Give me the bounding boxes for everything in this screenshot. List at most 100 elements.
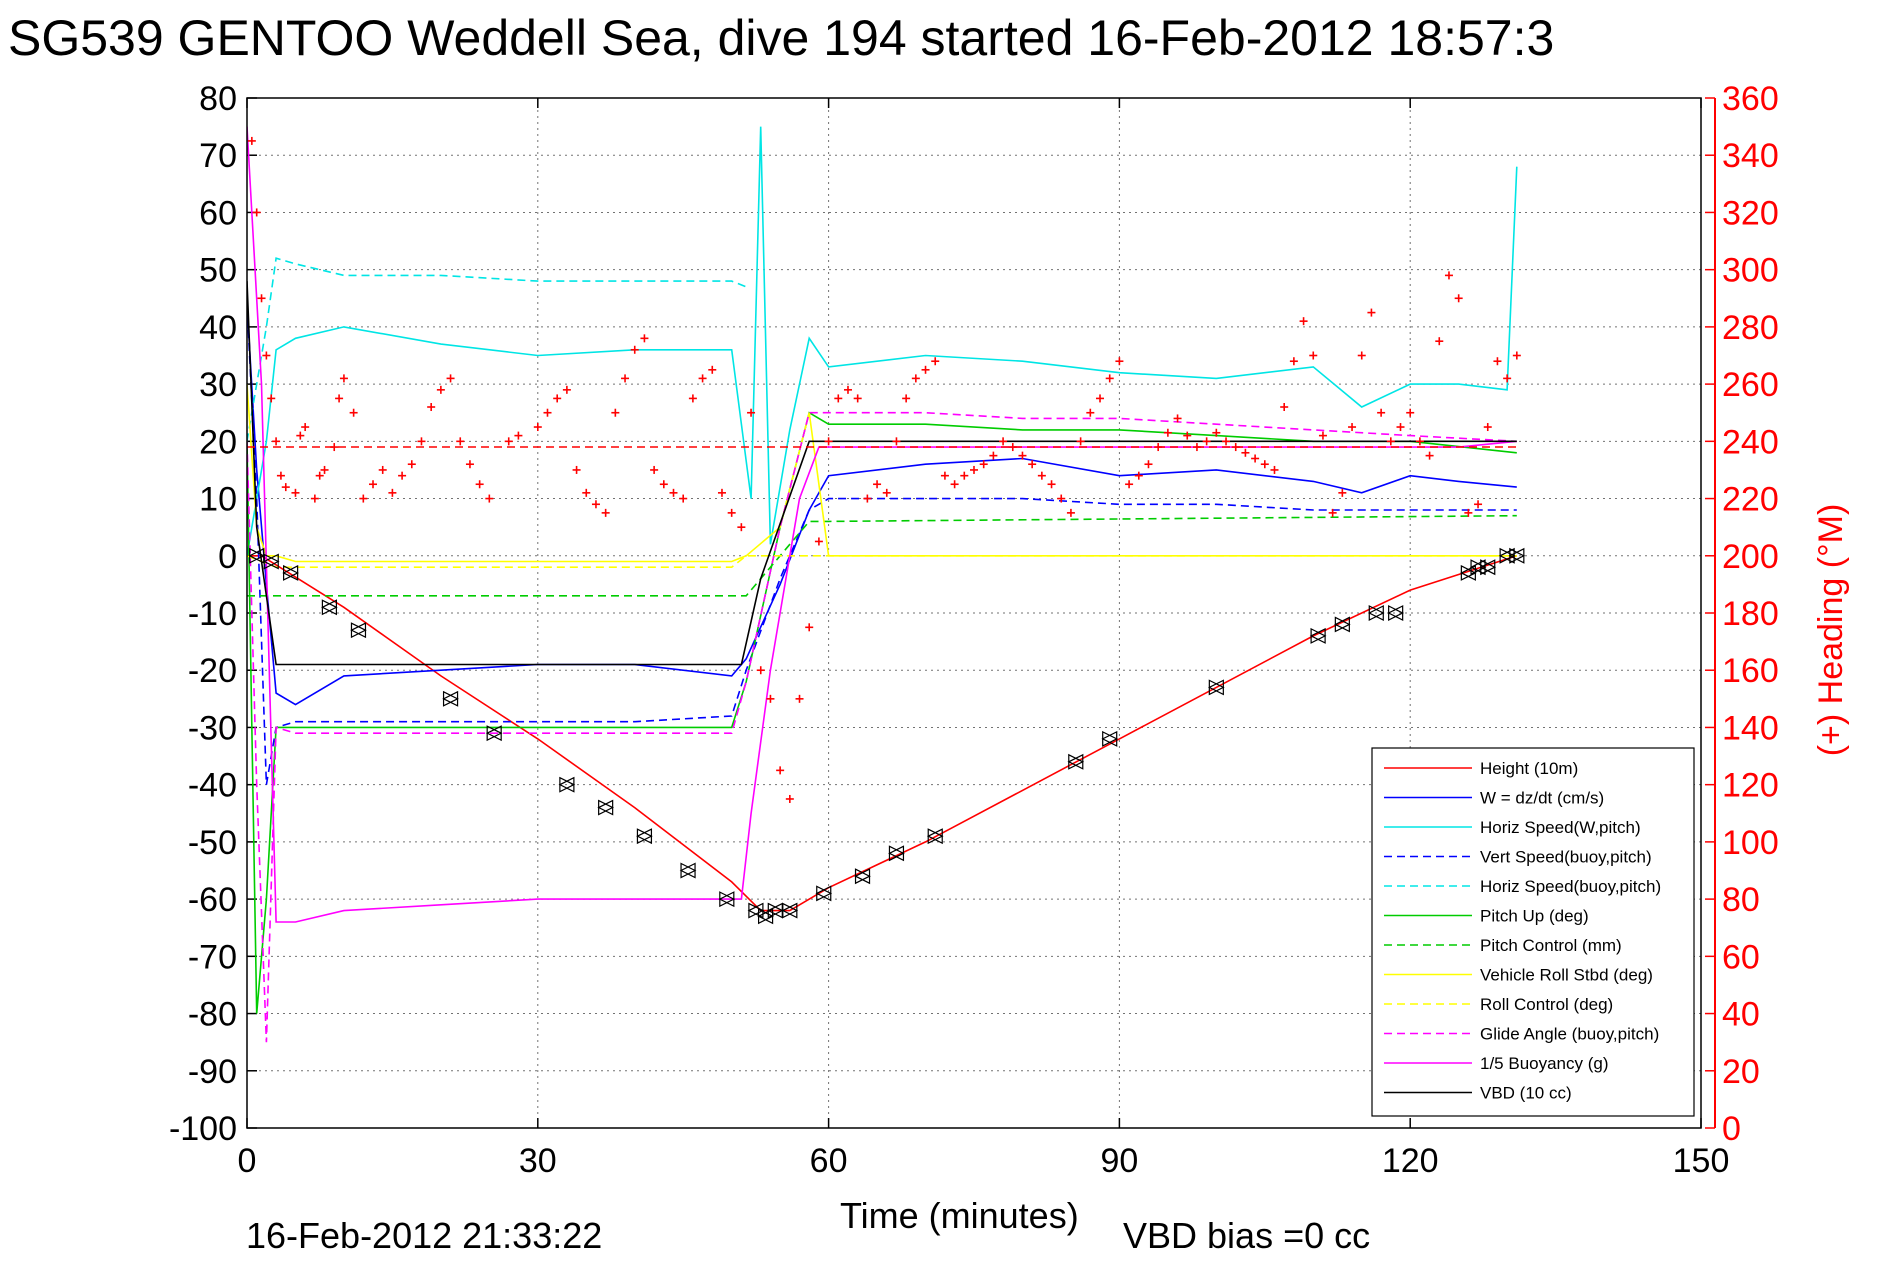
height-marker <box>485 725 503 742</box>
heading-point <box>1483 423 1492 432</box>
height-marker <box>1508 547 1526 564</box>
heading-point <box>369 480 378 489</box>
heading-point <box>1008 443 1017 452</box>
y2-tick-label: 20 <box>1722 1053 1760 1091</box>
heading-point <box>276 471 285 480</box>
heading-point <box>1289 357 1298 366</box>
heading-point <box>339 374 348 383</box>
heading-point <box>1018 451 1027 460</box>
y2-tick-label: 0 <box>1722 1110 1741 1148</box>
legend-label: Pitch Up (deg) <box>1480 907 1589 926</box>
y-tick-label: -60 <box>188 881 237 919</box>
heading-point <box>1105 374 1114 383</box>
heading-point <box>514 431 523 440</box>
heading-point <box>272 437 281 446</box>
heading-point <box>1318 431 1327 440</box>
series-3-line <box>247 303 1517 785</box>
heading-point <box>892 437 901 446</box>
heading-point <box>960 471 969 480</box>
heading-point <box>562 385 571 394</box>
y-tick-label: 10 <box>199 481 237 519</box>
heading-point <box>814 537 823 546</box>
y2-tick-label: 40 <box>1722 996 1760 1034</box>
height-marker <box>1334 616 1351 633</box>
legend: Height (10m) W = dz/dt (cm/s) Horiz Speed(… <box>1371 747 1695 1117</box>
heading-point <box>267 394 276 403</box>
y2-tick-label: 280 <box>1722 309 1779 347</box>
heading-point <box>320 465 329 474</box>
heading-point <box>940 471 949 480</box>
heading-point <box>446 374 455 383</box>
y2-tick-label: 140 <box>1722 709 1779 747</box>
heading-point <box>257 294 266 303</box>
height-marker <box>747 902 765 919</box>
heading-point <box>1348 423 1357 432</box>
height-marker <box>558 776 576 793</box>
heading-point <box>824 437 833 446</box>
heading-point <box>1415 437 1424 446</box>
y-tick-label: -10 <box>188 595 237 633</box>
height-marker <box>597 799 614 816</box>
heading-point <box>911 374 920 383</box>
x-tick-label: 90 <box>1100 1142 1138 1180</box>
heading-point <box>1270 465 1279 474</box>
series-0-line <box>247 554 1518 912</box>
x-axis-ticks: 0 30 60 90 120 150 <box>238 98 1729 1180</box>
series-5-line <box>247 411 1517 1014</box>
y-tick-label: -100 <box>169 1110 237 1148</box>
heading-point <box>1231 443 1240 452</box>
height-marker <box>1309 627 1327 644</box>
y-tick-label: 70 <box>199 137 237 175</box>
x-tick-label: 30 <box>519 1142 557 1180</box>
legend-label: Horiz Speed(W,pitch) <box>1480 818 1641 837</box>
y-tick-label: -20 <box>188 652 237 690</box>
heading-point <box>863 494 872 503</box>
y2-tick-label: 100 <box>1722 824 1779 862</box>
heading-point <box>1115 357 1124 366</box>
series-layer <box>247 126 1518 1043</box>
y2-tick-label: 300 <box>1722 252 1779 290</box>
heading-point <box>407 460 416 469</box>
heading-point <box>659 480 668 489</box>
y2-tick-label: 320 <box>1722 194 1779 232</box>
y2-tick-label: 80 <box>1722 881 1760 919</box>
y-tick-label: 60 <box>199 194 237 232</box>
height-marker <box>262 553 280 570</box>
heading-point <box>776 766 785 775</box>
heading-point <box>582 488 591 497</box>
y-tick-label: -30 <box>188 709 237 747</box>
height-marker <box>1207 679 1225 696</box>
heading-point <box>1444 271 1453 280</box>
heading-point <box>436 385 445 394</box>
heading-point <box>543 408 552 417</box>
y-tick-label: 30 <box>199 366 237 404</box>
heading-point <box>1047 480 1056 489</box>
heading-point <box>727 508 736 517</box>
heading-point <box>785 794 794 803</box>
heading-point <box>921 365 930 374</box>
height-marker <box>321 599 338 616</box>
plot-frame <box>246 97 1702 1129</box>
heading-point <box>296 431 305 440</box>
series-10-line <box>247 126 1517 923</box>
series-1-line <box>247 303 1517 706</box>
y2-tick-label: 260 <box>1722 366 1779 404</box>
height-marker <box>1067 753 1085 770</box>
y2-tick-label: 360 <box>1722 80 1779 118</box>
legend-label: W = dz/dt (cm/s) <box>1480 789 1604 808</box>
series-4-line <box>247 257 747 442</box>
height-marker <box>1469 559 1487 576</box>
y-tick-label: 0 <box>218 538 237 576</box>
heading-point <box>252 208 261 217</box>
right-y-axis-ticks: 3603403203002802602402202001801601401201… <box>1705 80 1779 1148</box>
height-marker <box>815 885 833 902</box>
heading-point <box>262 351 271 360</box>
heading-point <box>853 394 862 403</box>
heading-point <box>349 408 358 417</box>
heading-point <box>591 500 600 509</box>
legend-label: Glide Angle (buoy,pitch) <box>1480 1025 1659 1044</box>
heading-point <box>504 437 513 446</box>
heading-point <box>873 480 882 489</box>
y-tick-label: 20 <box>199 423 237 461</box>
heading-point <box>427 403 436 411</box>
